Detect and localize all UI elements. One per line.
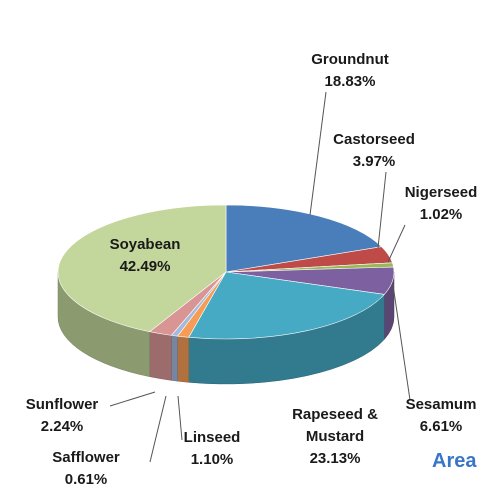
category-label: Castorseed: [333, 131, 415, 148]
slice-side: [171, 335, 178, 382]
slice: [188, 271, 385, 340]
leader-line: [149, 395, 167, 463]
data-label: Safflower 0.61%: [52, 447, 120, 491]
value-label: 3.97%: [352, 153, 396, 170]
category-label: Sesamum: [405, 396, 477, 413]
data-label: Soyabean 42.49%: [110, 234, 181, 278]
slice-side: [177, 335, 189, 383]
value-label: 1.02%: [419, 206, 463, 223]
value-label: 0.61%: [64, 471, 108, 488]
category-label: Nigerseed: [404, 184, 478, 201]
leader-line: [392, 284, 411, 401]
leader-line: [109, 391, 156, 407]
category-label: Safflower: [52, 449, 120, 466]
slice: [225, 204, 383, 273]
leader-line: [177, 395, 183, 441]
category-label: Soyabean: [109, 236, 181, 253]
slice-side: [149, 331, 172, 381]
leader-line: [377, 171, 387, 249]
data-label: Sunflower 2.24%: [26, 394, 99, 438]
value-label: 42.49%: [119, 258, 171, 275]
data-label: Castorseed 3.97%: [333, 129, 415, 173]
value-label: 1.10%: [190, 451, 234, 468]
data-label: Rapeseed & Mustard 23.13%: [280, 404, 390, 470]
data-label: Groundnut 18.83%: [311, 49, 388, 93]
leader-line: [387, 224, 406, 263]
category-label: Sunflower: [25, 396, 99, 413]
data-label: Nigerseed 1.02%: [405, 182, 478, 226]
value-label: 18.83%: [324, 73, 376, 90]
category-label: Linseed: [183, 429, 241, 446]
category-label: Rapeseed & Mustard: [292, 406, 378, 445]
data-label: Linseed 1.10%: [184, 427, 241, 471]
category-label: Groundnut: [311, 51, 389, 68]
value-label: 2.24%: [40, 418, 84, 435]
data-label: Sesamum 6.61%: [406, 394, 477, 438]
value-label: 6.61%: [419, 418, 463, 435]
slice: [57, 204, 227, 332]
leader-line: [309, 91, 327, 216]
chart-title: Area: [432, 450, 477, 472]
value-label: 23.13%: [309, 450, 361, 467]
